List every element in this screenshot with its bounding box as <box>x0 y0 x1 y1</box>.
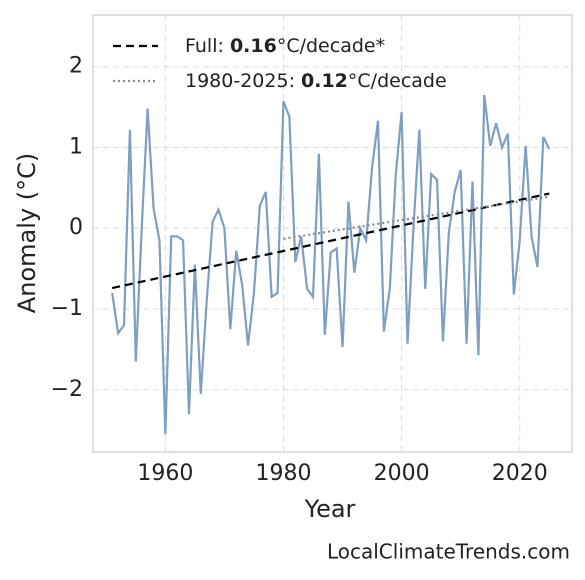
y-tick-label: 1 <box>69 134 83 159</box>
x-tick-label: 1960 <box>137 461 193 486</box>
legend-text-part: 0.16 <box>230 35 277 57</box>
plot-frame <box>92 14 573 453</box>
legend-label: Full: 0.16°C/decade* <box>185 35 385 57</box>
legend-text-part: 1980-2025: <box>185 70 301 92</box>
trend-line <box>111 192 550 290</box>
y-tick-label: −2 <box>51 377 83 402</box>
legend-text-part: 0.12 <box>301 70 348 92</box>
legend-text-part: °C/decade* <box>277 35 385 57</box>
y-tick-label: 2 <box>69 54 83 79</box>
y-axis-label: Anomaly (°C) <box>13 153 41 313</box>
legend-text-part: Full: <box>185 35 230 57</box>
x-tick-label: 2000 <box>374 461 430 486</box>
y-tick-label: 0 <box>69 215 83 240</box>
legend-label: 1980-2025: 0.12°C/decade <box>185 70 447 92</box>
x-tick-label: 1980 <box>255 461 311 486</box>
y-tick-label: −1 <box>51 296 83 321</box>
watermark: LocalClimateTrends.com <box>327 540 570 564</box>
data-line <box>111 94 551 435</box>
x-axis-label: Year <box>304 495 356 523</box>
x-tick-label: 2020 <box>492 461 548 486</box>
legend-text-part: °C/decade <box>348 70 447 92</box>
